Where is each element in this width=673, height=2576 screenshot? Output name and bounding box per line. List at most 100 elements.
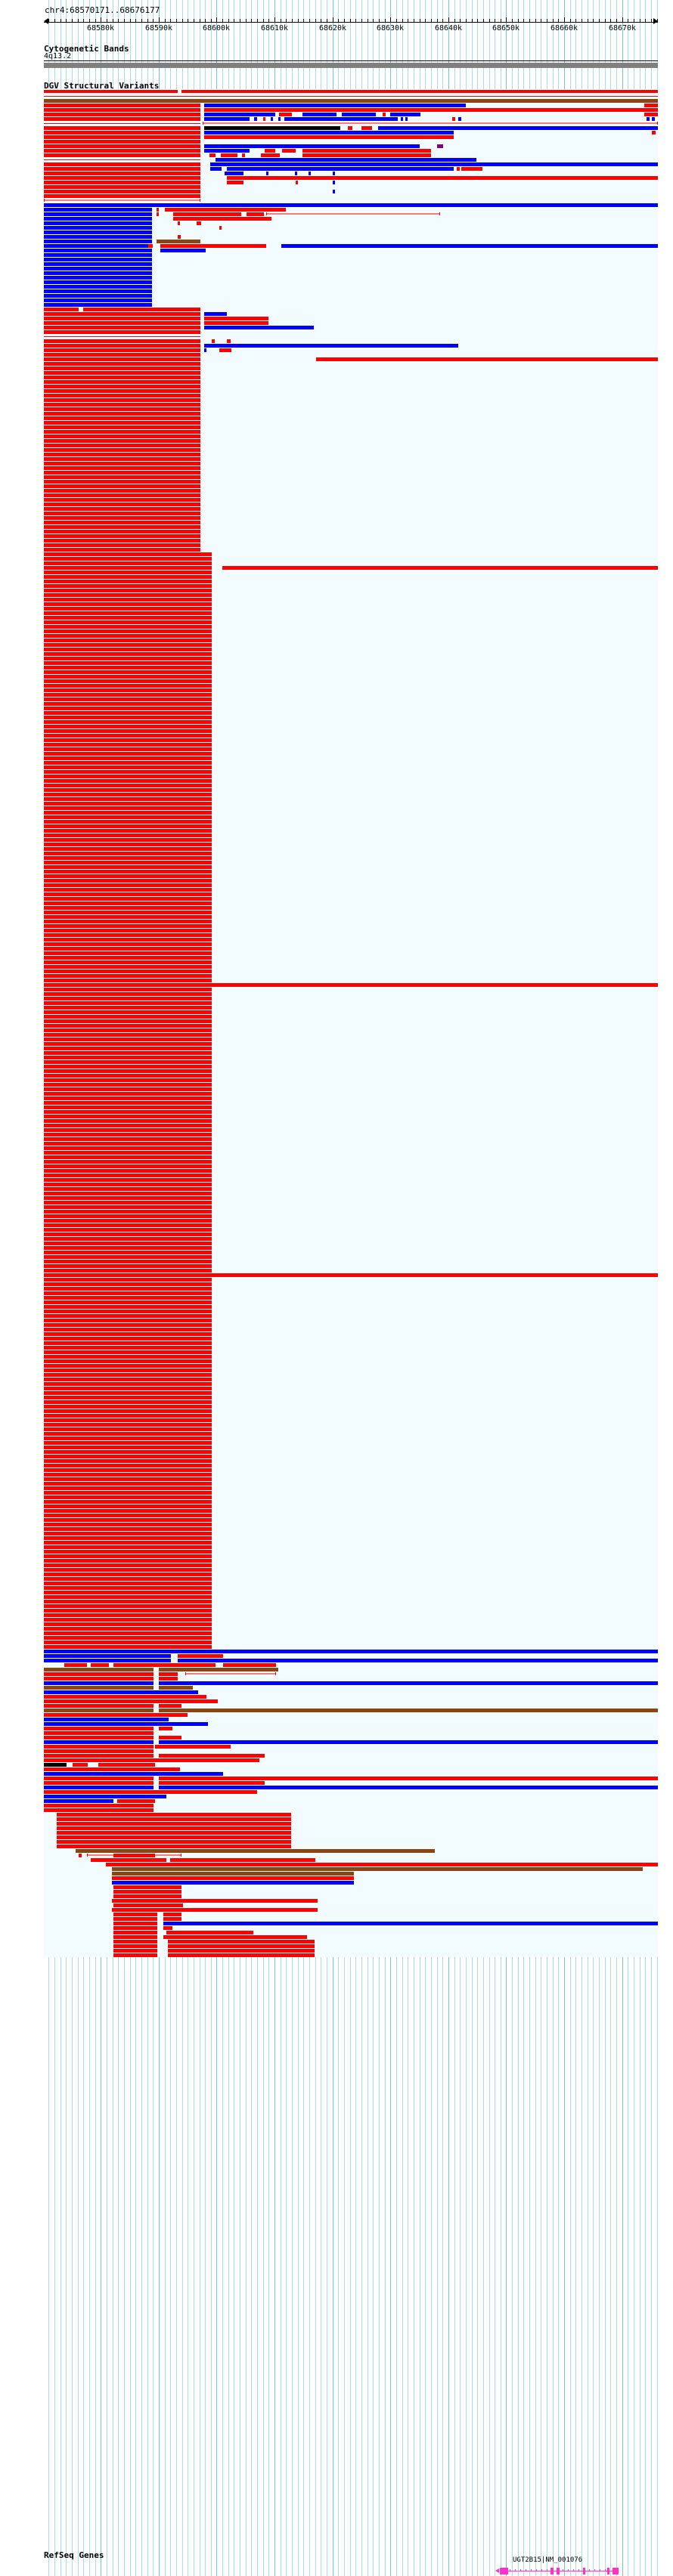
- variant-feature[interactable]: [44, 784, 212, 787]
- variant-feature[interactable]: [44, 1187, 212, 1191]
- variant-feature[interactable]: [112, 1908, 318, 1912]
- variant-feature[interactable]: [44, 1382, 212, 1386]
- variant-feature[interactable]: [44, 1804, 154, 1808]
- variant-feature[interactable]: [242, 153, 245, 157]
- variant-feature[interactable]: [204, 344, 458, 348]
- variant-feature[interactable]: [265, 149, 275, 153]
- variant-feature[interactable]: [44, 1464, 212, 1467]
- variant-feature[interactable]: [44, 276, 152, 280]
- variant-feature[interactable]: [44, 643, 212, 647]
- variant-feature[interactable]: [44, 1427, 212, 1431]
- variant-feature[interactable]: [44, 1133, 212, 1136]
- variant-feature[interactable]: [165, 208, 286, 212]
- variant-feature[interactable]: [44, 806, 212, 810]
- variant-feature[interactable]: [44, 847, 212, 851]
- variant-feature[interactable]: [44, 1069, 212, 1073]
- variant-feature[interactable]: [44, 366, 200, 370]
- variant-feature[interactable]: [44, 652, 212, 656]
- variant-feature[interactable]: [204, 135, 454, 139]
- variant-feature[interactable]: [44, 1441, 212, 1445]
- variant-feature[interactable]: [44, 1459, 212, 1463]
- variant-whisker[interactable]: [185, 1672, 276, 1675]
- variant-feature[interactable]: [44, 1128, 212, 1132]
- variant-feature[interactable]: [44, 1396, 212, 1399]
- variant-feature[interactable]: [98, 1763, 155, 1767]
- variant-feature[interactable]: [44, 412, 200, 416]
- variant-feature[interactable]: [44, 765, 212, 769]
- variant-feature[interactable]: [113, 1854, 155, 1857]
- variant-feature[interactable]: [44, 947, 212, 951]
- variant-feature[interactable]: [44, 1409, 212, 1413]
- variant-feature[interactable]: [174, 1273, 658, 1277]
- variant-feature[interactable]: [44, 843, 212, 846]
- coordinate-ruler[interactable]: chr4:68570171..68676177 68580k 68590k 6860…: [0, 0, 673, 42]
- variant-feature[interactable]: [266, 172, 268, 175]
- variant-feature[interactable]: [44, 336, 200, 337]
- variant-feature[interactable]: [113, 1922, 157, 1925]
- variant-feature[interactable]: [112, 1867, 643, 1871]
- variant-feature[interactable]: [44, 235, 152, 239]
- variant-feature[interactable]: [44, 457, 200, 461]
- variant-feature[interactable]: [44, 1595, 212, 1599]
- variant-feature[interactable]: [44, 1659, 171, 1662]
- variant-feature[interactable]: [44, 96, 658, 97]
- variant-feature[interactable]: [44, 1087, 212, 1091]
- variant-feature[interactable]: [44, 1310, 212, 1313]
- variant-feature[interactable]: [44, 1024, 212, 1028]
- variant-feature[interactable]: [127, 1718, 169, 1721]
- variant-feature[interactable]: [44, 611, 212, 615]
- variant-feature[interactable]: [44, 911, 212, 914]
- variant-feature[interactable]: [44, 752, 212, 756]
- variant-feature[interactable]: [44, 602, 212, 606]
- variant-feature[interactable]: [83, 308, 200, 311]
- variant-feature[interactable]: [44, 1346, 212, 1350]
- variant-feature[interactable]: [44, 679, 212, 683]
- variant-feature[interactable]: [91, 1663, 109, 1667]
- variant-feature[interactable]: [44, 942, 212, 946]
- variant-feature[interactable]: [178, 1654, 223, 1658]
- variant-feature[interactable]: [44, 1332, 212, 1336]
- variant-feature[interactable]: [113, 230, 116, 234]
- variant-feature[interactable]: [44, 1368, 212, 1372]
- variant-feature[interactable]: [44, 625, 212, 629]
- variant-feature[interactable]: [135, 1695, 206, 1699]
- variant-feature[interactable]: [44, 503, 200, 506]
- variant-feature[interactable]: [44, 1740, 154, 1744]
- variant-feature[interactable]: [204, 317, 268, 320]
- variant-feature[interactable]: [44, 1414, 212, 1418]
- variant-feature[interactable]: [44, 1473, 212, 1477]
- variant-feature[interactable]: [44, 1767, 154, 1771]
- variant-feature[interactable]: [263, 117, 265, 121]
- variant-feature[interactable]: [44, 1169, 212, 1173]
- variant-feature[interactable]: [44, 833, 212, 837]
- variant-feature[interactable]: [44, 561, 212, 565]
- variant-feature[interactable]: [44, 1745, 154, 1749]
- variant-feature[interactable]: [44, 1600, 212, 1603]
- variant-feature[interactable]: [44, 1482, 212, 1486]
- variant-feature[interactable]: [44, 756, 212, 760]
- variant-feature[interactable]: [295, 172, 297, 175]
- variant-feature[interactable]: [44, 1246, 212, 1250]
- variant-feature[interactable]: [44, 144, 200, 148]
- variant-feature[interactable]: [44, 357, 200, 361]
- variant-feature[interactable]: [44, 1378, 212, 1381]
- variant-feature[interactable]: [44, 185, 200, 189]
- variant-feature[interactable]: [204, 126, 340, 130]
- variant-feature[interactable]: [44, 1772, 154, 1776]
- variant-feature[interactable]: [44, 1232, 212, 1236]
- variant-feature[interactable]: [44, 208, 152, 212]
- variant-feature[interactable]: [44, 1627, 212, 1631]
- variant-feature[interactable]: [113, 1953, 157, 1957]
- variant-feature[interactable]: [44, 1078, 212, 1082]
- variant-feature[interactable]: [168, 1949, 315, 1953]
- variant-feature[interactable]: [44, 149, 200, 153]
- variant-feature[interactable]: [647, 117, 650, 121]
- variant-feature[interactable]: [44, 230, 152, 234]
- cytoband-bar[interactable]: [44, 63, 658, 68]
- variant-feature[interactable]: [44, 493, 200, 497]
- variant-feature[interactable]: [44, 779, 212, 783]
- variant-feature[interactable]: [44, 589, 212, 592]
- variant-feature[interactable]: [44, 1527, 212, 1531]
- variant-feature[interactable]: [44, 1532, 212, 1535]
- variant-feature[interactable]: [44, 1264, 212, 1268]
